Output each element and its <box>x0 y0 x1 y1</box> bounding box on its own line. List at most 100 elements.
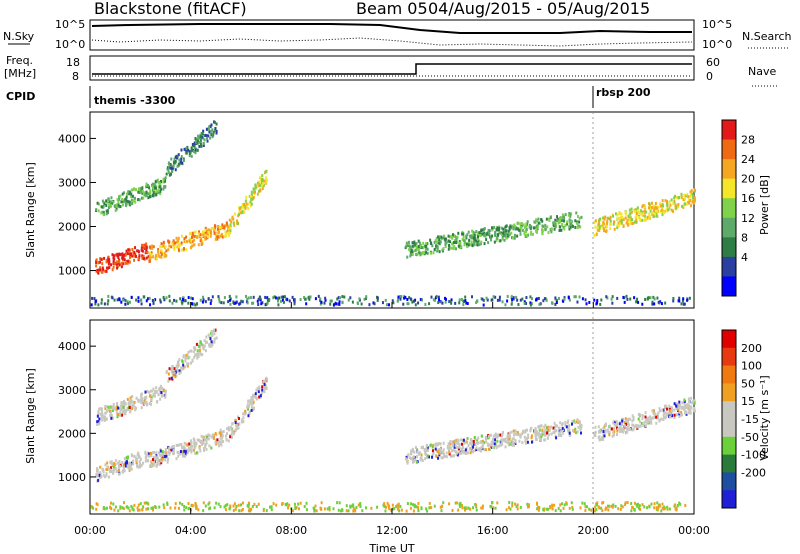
range-cell <box>457 442 460 446</box>
range-cell <box>97 271 100 275</box>
nave-top-tick: 60 <box>706 56 720 69</box>
range-cell <box>614 212 617 216</box>
range-cell <box>186 353 189 357</box>
range-cell <box>649 207 652 211</box>
range-cell <box>467 230 470 234</box>
range-cell <box>150 389 153 393</box>
range-cell <box>211 334 214 338</box>
range-cell <box>123 408 126 412</box>
range-cell <box>659 409 662 413</box>
range-cell <box>231 215 234 219</box>
nsky-label: N.Sky <box>3 30 35 43</box>
range-cell <box>182 247 185 251</box>
colorbar-tick-label: -15 <box>741 413 759 426</box>
range-cell <box>215 131 218 135</box>
range-cell <box>154 180 157 184</box>
ground-cell <box>417 301 420 305</box>
range-cell <box>256 185 259 189</box>
ground-cell <box>313 509 316 513</box>
range-cell <box>663 404 666 408</box>
ground-cell <box>119 505 122 509</box>
range-cell <box>432 451 435 455</box>
range-cell <box>669 413 672 417</box>
range-cell <box>147 196 150 200</box>
ground-cell <box>661 506 664 510</box>
ground-cell <box>299 298 302 302</box>
range-cell <box>415 252 418 256</box>
ground-cell <box>355 505 358 509</box>
ground-cell <box>578 295 581 299</box>
ground-cell <box>323 301 326 305</box>
range-cell <box>251 197 254 201</box>
range-cell <box>126 259 129 263</box>
range-cell <box>598 228 601 232</box>
range-cell <box>552 224 555 228</box>
range-cell <box>149 402 152 406</box>
ground-cell <box>458 301 461 305</box>
range-cell <box>457 440 460 444</box>
range-cell <box>245 195 248 199</box>
ground-cell <box>181 301 184 305</box>
range-cell <box>675 413 678 417</box>
range-cell <box>488 447 491 451</box>
range-cell <box>663 211 666 215</box>
range-cell <box>118 195 121 199</box>
ground-cell <box>130 504 133 508</box>
range-cell <box>199 233 202 237</box>
nsky-bottom-tick: 10^0 <box>55 38 85 51</box>
ground-cell <box>538 302 541 306</box>
range-cell <box>209 125 212 129</box>
range-cell <box>210 123 213 127</box>
range-cell <box>544 428 547 432</box>
ground-cell <box>397 295 400 299</box>
range-cell <box>131 254 134 258</box>
range-cell <box>148 186 151 190</box>
ground-cell <box>596 501 599 505</box>
ground-cell <box>678 501 681 505</box>
ground-cell <box>187 507 190 511</box>
ground-cell <box>143 295 146 299</box>
range-cell <box>671 414 674 418</box>
ground-cell <box>283 295 286 299</box>
range-cell <box>449 446 452 450</box>
ground-cell <box>607 508 610 512</box>
range-cell <box>459 438 462 442</box>
ground-cell <box>159 300 162 304</box>
range-cell <box>652 215 655 219</box>
ground-cell <box>158 505 161 509</box>
range-cell <box>116 469 119 473</box>
y-tick-label: 2000 <box>58 427 86 440</box>
range-cell <box>625 422 628 426</box>
range-cell <box>450 235 453 239</box>
range-cell <box>678 195 681 199</box>
range-cell <box>214 432 217 436</box>
ground-cell <box>538 506 541 510</box>
ground-cell <box>637 300 640 304</box>
range-cell <box>125 199 128 203</box>
range-cell <box>436 246 439 250</box>
ground-cell <box>309 295 312 299</box>
range-cell <box>631 218 634 222</box>
range-cell <box>561 213 564 217</box>
range-cell <box>227 227 230 231</box>
power-ylabel: Slant Range [km] <box>24 162 37 258</box>
range-cell <box>166 458 169 462</box>
range-cell <box>135 458 138 462</box>
range-cell <box>226 231 229 235</box>
range-cell <box>413 241 416 245</box>
range-cell <box>199 239 202 243</box>
range-cell <box>461 230 464 234</box>
velocity-ylabel: Slant Range [km] <box>24 368 37 464</box>
range-cell <box>110 416 113 420</box>
ground-cell <box>413 299 416 303</box>
range-cell <box>196 356 199 360</box>
range-cell <box>579 431 582 435</box>
range-cell <box>251 398 254 402</box>
range-cell <box>453 239 456 243</box>
range-cell <box>130 461 133 465</box>
ground-cell <box>328 508 331 512</box>
range-cell <box>112 469 115 473</box>
range-cell <box>117 256 120 260</box>
range-cell <box>608 433 611 437</box>
range-cell <box>142 257 145 261</box>
